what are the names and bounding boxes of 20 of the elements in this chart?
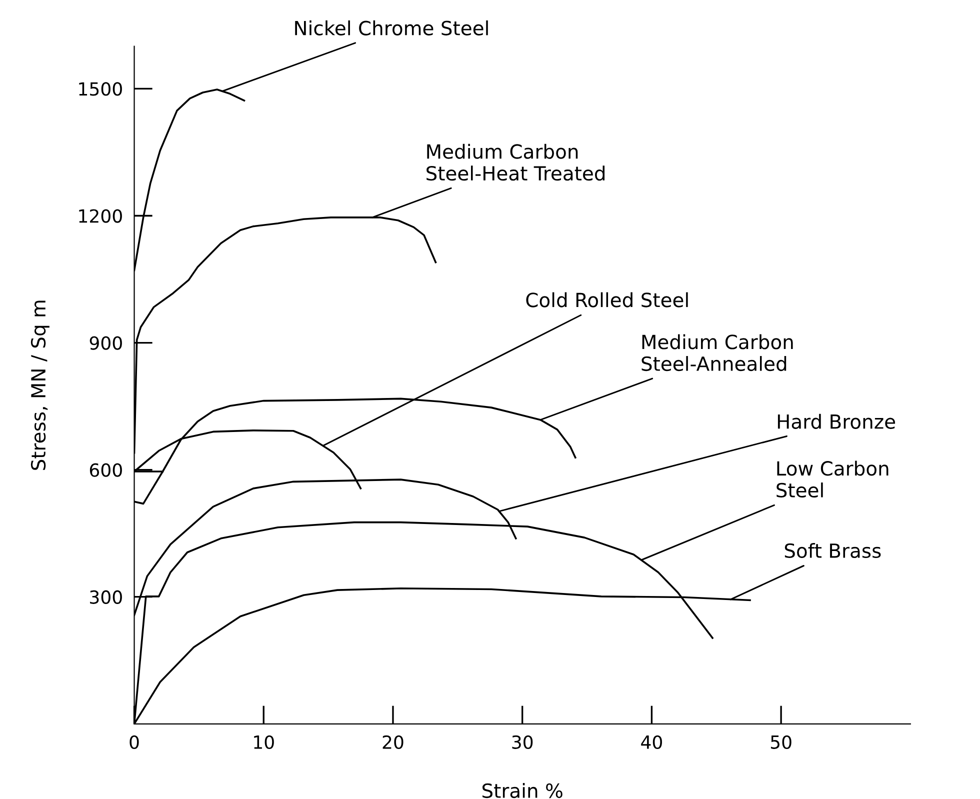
annotation: Soft Brass <box>784 542 881 558</box>
y-tick-label: 1200 <box>79 209 122 223</box>
y-axis-title: Stress, MN / Sq m <box>30 300 50 470</box>
x-tick-label: 0 <box>130 735 139 749</box>
annotation: Low Carbon Steel <box>776 460 888 498</box>
x-tick-label: 20 <box>382 735 404 749</box>
y-tick-label: 900 <box>90 336 122 350</box>
x-tick-label: 50 <box>770 735 792 749</box>
annotation: Cold Rolled Steel <box>526 292 688 308</box>
x-tick-label: 10 <box>254 735 274 749</box>
x-tick-label: 40 <box>641 735 662 749</box>
y-tick-label: 600 <box>90 463 122 477</box>
x-tick-label: 30 <box>512 735 533 749</box>
annotation: Nickel Chrome Steel <box>295 20 488 36</box>
y-tick-label: 300 <box>90 590 122 604</box>
y-tick-label: 1500 <box>79 82 122 96</box>
annotation: Medium Carbon Steel-Heat Treated <box>426 144 605 181</box>
annotation: Hard Bronze <box>778 414 896 429</box>
annotation: Medium Carbon Steel-Annealed <box>642 334 793 372</box>
x-axis-title: Strain % <box>482 783 562 798</box>
